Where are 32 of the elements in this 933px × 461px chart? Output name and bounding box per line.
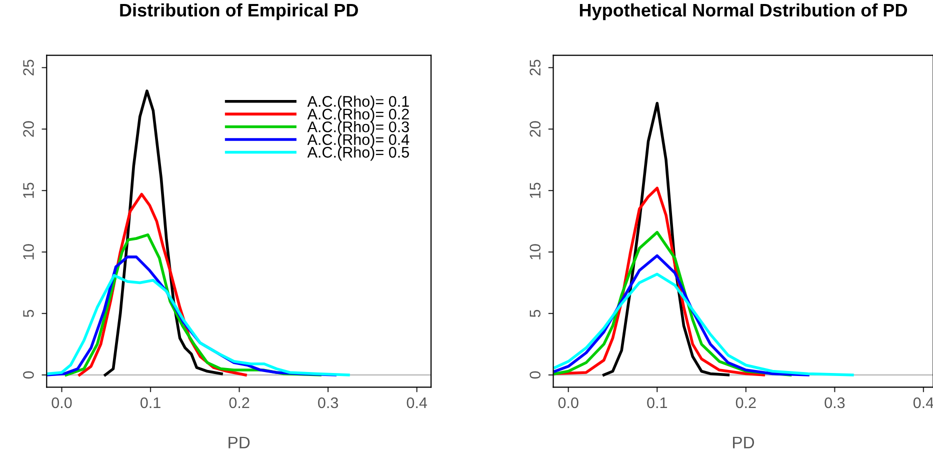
y-tick-label: 10 bbox=[23, 244, 34, 260]
legend-label: A.C.(Rho)= 0.5 bbox=[307, 146, 409, 161]
x-axis-title: PD bbox=[228, 436, 250, 448]
chart-title: Hypothetical Normal Dstribution of PD bbox=[580, 3, 908, 20]
x-tick-label: 0.0 bbox=[558, 397, 578, 408]
x-tick-label: 0.3 bbox=[824, 397, 845, 408]
y-tick-label: 20 bbox=[530, 121, 541, 137]
y-tick-label: 0 bbox=[23, 371, 34, 379]
y-tick-label: 5 bbox=[23, 310, 34, 318]
line-series bbox=[46, 274, 350, 376]
x-tick-label: 0.3 bbox=[318, 397, 338, 408]
y-tick-label: 10 bbox=[530, 244, 541, 260]
x-tick-label: 0.4 bbox=[406, 397, 428, 408]
x-axis-title: PD bbox=[733, 436, 754, 448]
legend-label: A.C.(Rho)= 0.2 bbox=[307, 108, 409, 123]
x-tick-label: 0.1 bbox=[140, 397, 160, 408]
y-tick-label: 25 bbox=[23, 60, 34, 76]
x-tick-label: 0.2 bbox=[229, 397, 250, 408]
y-tick-label: 5 bbox=[530, 310, 541, 318]
legend-label: A.C.(Rho)= 0.1 bbox=[307, 96, 409, 110]
chart-title: Distribution of Empirical PD bbox=[120, 3, 358, 20]
y-tick-label: 20 bbox=[23, 121, 34, 137]
y-tick-label: 25 bbox=[530, 60, 541, 76]
x-tick-label: 0.1 bbox=[647, 397, 668, 408]
legend-label: A.C.(Rho)= 0.4 bbox=[307, 134, 410, 148]
y-tick-label: 15 bbox=[23, 182, 34, 198]
line-series bbox=[554, 272, 854, 376]
x-tick-label: 0.0 bbox=[52, 397, 72, 408]
y-tick-label: 15 bbox=[530, 182, 541, 198]
y-tick-label: 0 bbox=[530, 371, 541, 379]
legend-label: A.C.(Rho)= 0.3 bbox=[307, 121, 409, 136]
x-tick-label: 0.2 bbox=[736, 397, 756, 408]
